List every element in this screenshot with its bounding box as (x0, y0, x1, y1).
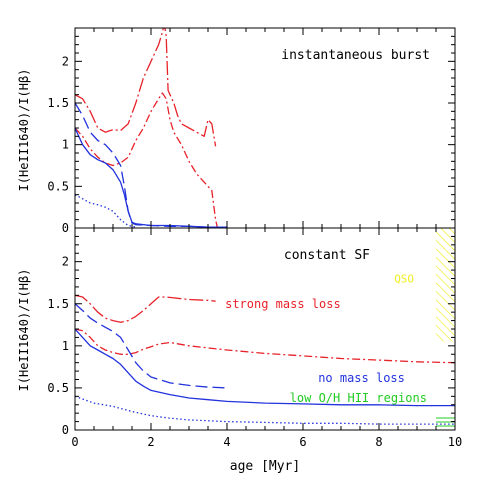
x-tick-label: 10 (448, 435, 462, 449)
series-line-blue-dotted (75, 194, 136, 228)
y-tick-label: 1 (62, 138, 69, 152)
y-tick-label: 0.5 (47, 179, 69, 193)
x-tick-label: 6 (299, 435, 306, 449)
y-tick-label: 2 (62, 255, 69, 269)
label-no-mass-loss: no mass loss (318, 371, 405, 385)
series-line-red-dash-dot-long (75, 294, 216, 323)
y-axis-label-top: I(HeII1640)/I(Hβ) (17, 69, 31, 192)
x-axis-label: age [Myr] (230, 459, 300, 474)
series-line-blue-long-dash (75, 303, 228, 389)
series-line-red-dash-dot (75, 92, 219, 228)
label-strong-mass-loss: strong mass loss (225, 297, 341, 311)
panel-annotation: constant SF (284, 248, 370, 263)
region-qso (436, 228, 455, 342)
series-line-blue-dotted (75, 395, 455, 425)
x-tick-label: 2 (147, 435, 154, 449)
x-tick-label: 0 (71, 435, 78, 449)
y-tick-label: 1 (62, 339, 69, 353)
y-tick-label: 0 (62, 423, 69, 437)
y-tick-label: 0 (62, 221, 69, 235)
x-tick-label: 8 (375, 435, 382, 449)
top-panel: 0 0.5 1 1.5 2 instantaneous burst (47, 27, 456, 235)
region-low-o-h-hii-regions (436, 414, 455, 429)
series-line-blue-long-dash (75, 102, 209, 228)
panel-annotation: instantaneous burst (281, 48, 430, 63)
y-axis-label-bottom: I(HeII1640)/I(Hβ) (17, 269, 31, 392)
series-line-red-dash-dot (75, 328, 455, 364)
y-tick-label: 1.5 (47, 96, 69, 110)
y-tick-label: 0.5 (47, 381, 69, 395)
label-qso: QSO (394, 273, 414, 286)
bottom-panel: 0 0.5 1 1.5 2 0 2 4 6 8 10 constant SF strong mass l… (47, 227, 462, 449)
y-tick-label: 1.5 (47, 297, 69, 311)
x-tick-label: 4 (223, 435, 230, 449)
y-tick-label: 2 (62, 54, 69, 68)
series-line-blue-solid (75, 328, 455, 407)
series-line-red-dash-dot-long (75, 28, 217, 147)
series-line-blue-solid (75, 127, 227, 228)
label-low-o-h-hii-regions: low O/H HII regions (290, 391, 427, 405)
